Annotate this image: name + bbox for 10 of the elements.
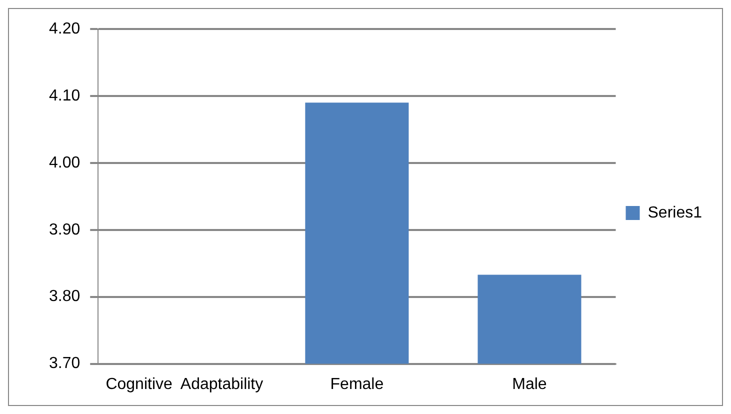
x-tick-label: Cognitive Adaptability <box>106 376 264 393</box>
y-tick-label: 4.20 <box>49 20 80 38</box>
y-tick-label: 3.80 <box>49 288 80 306</box>
y-tick-label: 4.10 <box>49 87 80 104</box>
y-tick-label: 3.70 <box>49 355 80 372</box>
y-tick-label: 3.90 <box>49 221 80 238</box>
x-tick-label: Female <box>330 376 384 393</box>
y-tick-label: 4.00 <box>49 154 80 172</box>
legend-label: Series1 <box>648 204 702 222</box>
x-tick-label: Male <box>512 376 547 393</box>
